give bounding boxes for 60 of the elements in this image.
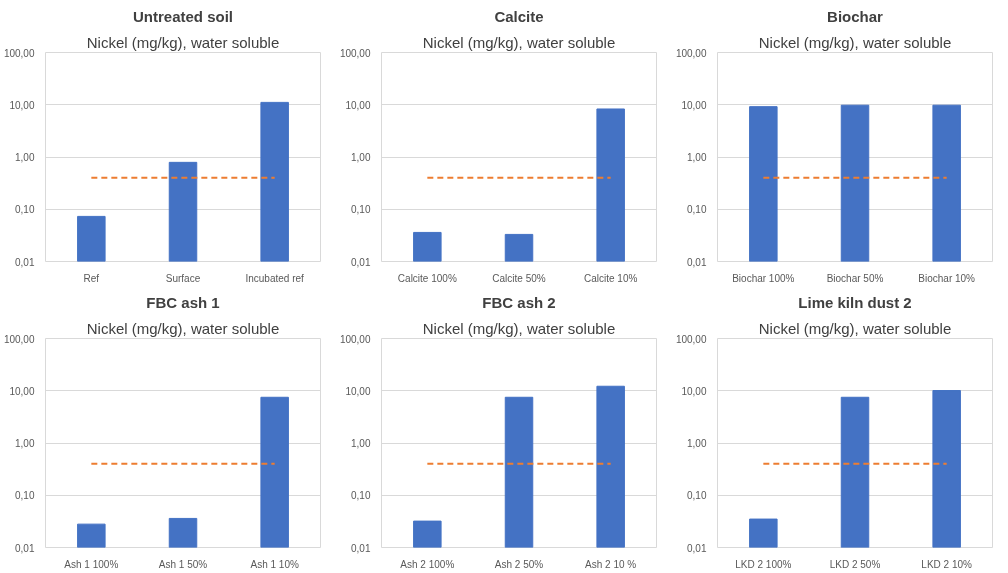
y-tick-label: 10,00 [9, 99, 35, 111]
y-tick-label: 100,00 [3, 47, 35, 59]
chart-title: Calcite [494, 7, 544, 25]
chart-subtitle: Nickel (mg/kg), water soluble [422, 33, 616, 51]
y-tick-label: 0,10 [351, 204, 371, 216]
y-tick-label: 10,00 [345, 385, 371, 397]
y-tick-label: 100,00 [3, 333, 35, 345]
y-tick-label: 0,10 [351, 490, 371, 502]
y-tick-label: 10,00 [345, 99, 371, 111]
x-tick-label: LKD 2 50% [829, 558, 881, 570]
chart-subtitle: Nickel (mg/kg), water soluble [86, 319, 280, 337]
y-tick-label: 0,10 [687, 204, 707, 216]
chart-title: FBC ash 1 [146, 293, 220, 311]
y-tick-label: 0,10 [15, 204, 35, 216]
chart-title: Lime kiln dust 2 [798, 293, 912, 311]
y-tick-label: 1,00 [15, 152, 35, 163]
y-tick-label: 0,01 [15, 542, 35, 554]
y-tick-label: 1,00 [351, 438, 371, 449]
x-tick-label: Biochar 100% [732, 272, 795, 284]
x-tick-label: LKD 2 10% [921, 558, 973, 570]
x-tick-label: Incubated ref [245, 272, 305, 284]
y-tick-label: 100,00 [339, 333, 371, 345]
x-tick-label: Ash 2 100% [400, 558, 455, 570]
chart-subtitle: Nickel (mg/kg), water soluble [86, 33, 280, 51]
x-tick-label: LKD 2 100% [735, 558, 792, 570]
y-tick-label: 100,00 [675, 47, 707, 59]
y-tick-label: 1,00 [15, 438, 35, 449]
x-tick-label: Ref [83, 272, 100, 284]
y-tick-label: 0,10 [15, 490, 35, 502]
chart-subtitle: Nickel (mg/kg), water soluble [758, 319, 952, 337]
x-tick-label: Ash 1 100% [64, 558, 119, 570]
y-tick-label: 1,00 [687, 152, 707, 163]
chart-title: FBC ash 2 [482, 293, 556, 311]
chart-title: Untreated soil [132, 7, 234, 25]
chart-title: Biochar [827, 7, 884, 25]
x-tick-label: Ash 2 50% [494, 558, 544, 570]
x-tick-label: Surface [165, 272, 201, 284]
x-tick-label: Calcite 10% [583, 272, 638, 284]
y-tick-label: 0,01 [687, 256, 707, 268]
y-tick-label: 0,01 [351, 256, 371, 268]
y-tick-label: 10,00 [681, 99, 707, 111]
y-tick-label: 0,01 [351, 542, 371, 554]
x-tick-label: Biochar 10% [918, 272, 976, 284]
x-tick-label: Calcite 100% [397, 272, 457, 284]
y-tick-label: 10,00 [9, 385, 35, 397]
y-tick-label: 100,00 [339, 47, 371, 59]
x-tick-label: Ash 1 10% [250, 558, 299, 570]
x-tick-label: Ash 1 50% [158, 558, 208, 570]
y-tick-label: 100,00 [675, 333, 707, 345]
x-tick-label: Calcite 50% [492, 272, 546, 284]
y-tick-label: 1,00 [351, 152, 371, 163]
y-tick-label: 1,00 [687, 438, 707, 449]
y-tick-label: 10,00 [681, 385, 707, 397]
x-tick-label: Ash 2 10 % [585, 558, 637, 570]
y-tick-label: 0,10 [687, 490, 707, 502]
chart-subtitle: Nickel (mg/kg), water soluble [422, 319, 616, 337]
y-tick-label: 0,01 [15, 256, 35, 268]
x-tick-label: Biochar 50% [826, 272, 884, 284]
y-tick-label: 0,01 [687, 542, 707, 554]
chart-subtitle: Nickel (mg/kg), water soluble [758, 33, 952, 51]
